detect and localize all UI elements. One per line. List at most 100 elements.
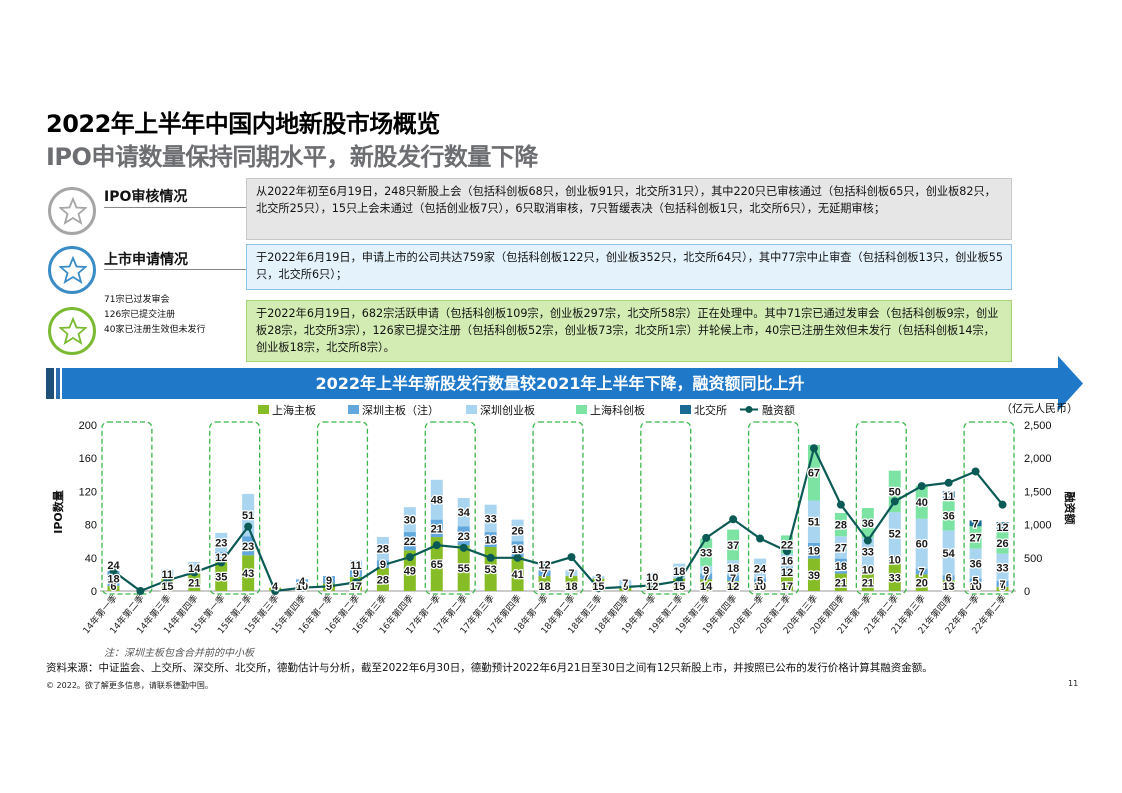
financing-point: [971, 467, 980, 476]
bar-segment: [538, 570, 551, 577]
bar-segment: [376, 567, 389, 591]
y-axis-title: IPO数量: [51, 490, 65, 534]
legend-label: 深圳主板（注）: [362, 403, 439, 417]
financing-point: [621, 583, 630, 592]
divider: [104, 207, 246, 208]
group-box: [316, 421, 369, 595]
data-label: 27: [969, 532, 981, 544]
divider: [104, 269, 246, 270]
listing-circle: [48, 246, 96, 294]
data-label: 7: [703, 571, 709, 583]
financing-point: [944, 478, 953, 487]
data-label: 7: [541, 568, 547, 580]
bar-segment: [323, 576, 335, 584]
financing-line: [112, 445, 1004, 593]
data-label: 16: [781, 555, 793, 567]
bar-segment: [242, 536, 255, 556]
financing-point: [675, 577, 684, 586]
data-label: 17: [781, 581, 793, 593]
data-label: 18: [565, 581, 577, 593]
data-label: 9: [703, 565, 709, 577]
bar-segment: [700, 566, 713, 574]
data-label: 3: [595, 572, 601, 584]
legend-swatch: [466, 405, 477, 414]
bar-segment: [457, 545, 470, 591]
financing-point: [540, 561, 549, 570]
bar-segment: [834, 536, 847, 559]
data-label: 27: [835, 542, 847, 554]
bar-segment: [754, 558, 767, 579]
financing-point: [567, 553, 576, 562]
data-label: 18: [835, 561, 847, 573]
bar-segment: [700, 573, 713, 580]
bar-segment: [296, 579, 309, 583]
data-label: 21: [835, 577, 847, 589]
data-label: 12: [781, 567, 793, 579]
bar-segment: [996, 522, 1009, 533]
financing-point: [405, 553, 414, 562]
bar-segment: [834, 512, 847, 537]
bar-segment: [915, 574, 928, 591]
financing-point: [298, 583, 307, 592]
bar-segment: [996, 586, 1009, 591]
data-label: 26: [511, 525, 523, 537]
data-label: 9: [380, 559, 386, 571]
bar-segment: [834, 558, 847, 574]
data-label: 24: [107, 560, 120, 572]
financing-point: [378, 561, 387, 570]
financing-point: [836, 500, 845, 509]
data-label: 35: [215, 571, 227, 583]
financing-point: [432, 541, 441, 550]
financing-point: [244, 522, 253, 531]
group-box: [963, 421, 1015, 595]
legend-swatch: [348, 405, 359, 414]
bar-segment: [807, 542, 820, 559]
financing-point: [863, 536, 872, 545]
data-label: 7: [730, 573, 736, 585]
bar-segment: [107, 571, 120, 587]
listing-text: 于2022年6月19日，申请上市的公司共达759家（包括科创板122只，创业板3…: [246, 244, 1012, 290]
bar-segment: [484, 532, 497, 548]
bar-segment: [781, 566, 793, 577]
bar-segment: [942, 500, 955, 531]
data-label: 19: [808, 546, 820, 558]
bar-segment: [834, 573, 847, 591]
data-label: 7: [568, 568, 574, 580]
data-label: 20: [916, 578, 928, 590]
y2-tick-label: 2,500: [1024, 420, 1052, 432]
data-label: 33: [889, 572, 901, 584]
y-tick-label: 0: [91, 586, 97, 598]
bar-segment: [107, 586, 120, 591]
banner-stripe: [46, 368, 54, 399]
bar-segment: [565, 576, 578, 591]
bar-segment: [861, 565, 874, 574]
data-label: 15: [592, 581, 604, 593]
data-label: 65: [431, 559, 443, 571]
data-label: 11: [350, 560, 362, 572]
banner-arrow: [62, 356, 1083, 411]
data-label: 22: [404, 536, 416, 548]
bar-segment: [349, 560, 362, 570]
star-icon: [59, 317, 87, 345]
data-label: 23: [242, 541, 254, 553]
bar-segment: [700, 579, 713, 591]
bar-segment: [430, 537, 443, 591]
data-label: 21: [431, 523, 443, 535]
y-tick-label: 120: [79, 486, 97, 498]
data-label: 10: [862, 564, 874, 576]
bar-segment: [888, 555, 901, 564]
active-text: 于2022年6月19日，682宗活跃申请（包括科创板109宗，创业板297宗，北…: [246, 300, 1012, 362]
y2-tick-label: 1,000: [1024, 520, 1052, 532]
data-label: 36: [862, 518, 874, 530]
y2-axis-title: 融资额: [1063, 492, 1077, 525]
data-label: 4: [272, 581, 279, 593]
data-label: 5: [973, 576, 979, 588]
data-label: 28: [377, 544, 389, 556]
bar-segment: [942, 575, 955, 581]
bar-segment: [996, 532, 1009, 554]
data-label: 60: [916, 539, 928, 551]
data-label: 5: [999, 581, 1005, 593]
bar-segment: [888, 563, 901, 591]
data-label: 6: [622, 581, 628, 593]
financing-point: [163, 576, 172, 585]
